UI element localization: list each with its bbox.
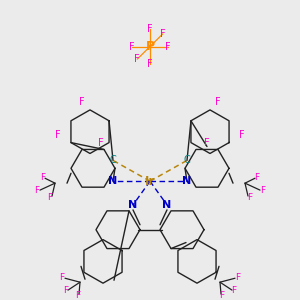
Text: F: F bbox=[147, 59, 153, 69]
Text: C: C bbox=[184, 155, 190, 165]
Text: N: N bbox=[108, 176, 118, 186]
Text: F: F bbox=[40, 173, 46, 182]
Text: F: F bbox=[75, 291, 81, 300]
Text: F: F bbox=[160, 29, 166, 39]
Text: F: F bbox=[165, 41, 171, 52]
Text: N: N bbox=[182, 176, 192, 186]
Text: F: F bbox=[55, 130, 61, 140]
Text: F: F bbox=[59, 273, 64, 282]
Text: F: F bbox=[239, 130, 245, 140]
Text: F: F bbox=[219, 291, 225, 300]
Text: N: N bbox=[128, 200, 138, 210]
Text: F: F bbox=[79, 97, 85, 107]
Text: F: F bbox=[204, 138, 210, 148]
Text: F: F bbox=[147, 24, 153, 34]
Text: F: F bbox=[63, 286, 69, 295]
Text: F: F bbox=[231, 286, 237, 295]
Text: F: F bbox=[129, 41, 135, 52]
Text: F: F bbox=[98, 138, 104, 148]
Text: F: F bbox=[254, 173, 260, 182]
Text: F: F bbox=[236, 273, 241, 282]
Text: P: P bbox=[146, 40, 154, 53]
Text: F: F bbox=[260, 186, 266, 195]
Text: N: N bbox=[162, 200, 172, 210]
Text: C: C bbox=[110, 155, 116, 165]
Text: F: F bbox=[215, 97, 221, 107]
Text: F: F bbox=[248, 193, 253, 202]
Text: F: F bbox=[134, 54, 140, 64]
Text: F: F bbox=[34, 186, 40, 195]
Text: F: F bbox=[47, 193, 52, 202]
Text: Ir: Ir bbox=[145, 175, 155, 188]
